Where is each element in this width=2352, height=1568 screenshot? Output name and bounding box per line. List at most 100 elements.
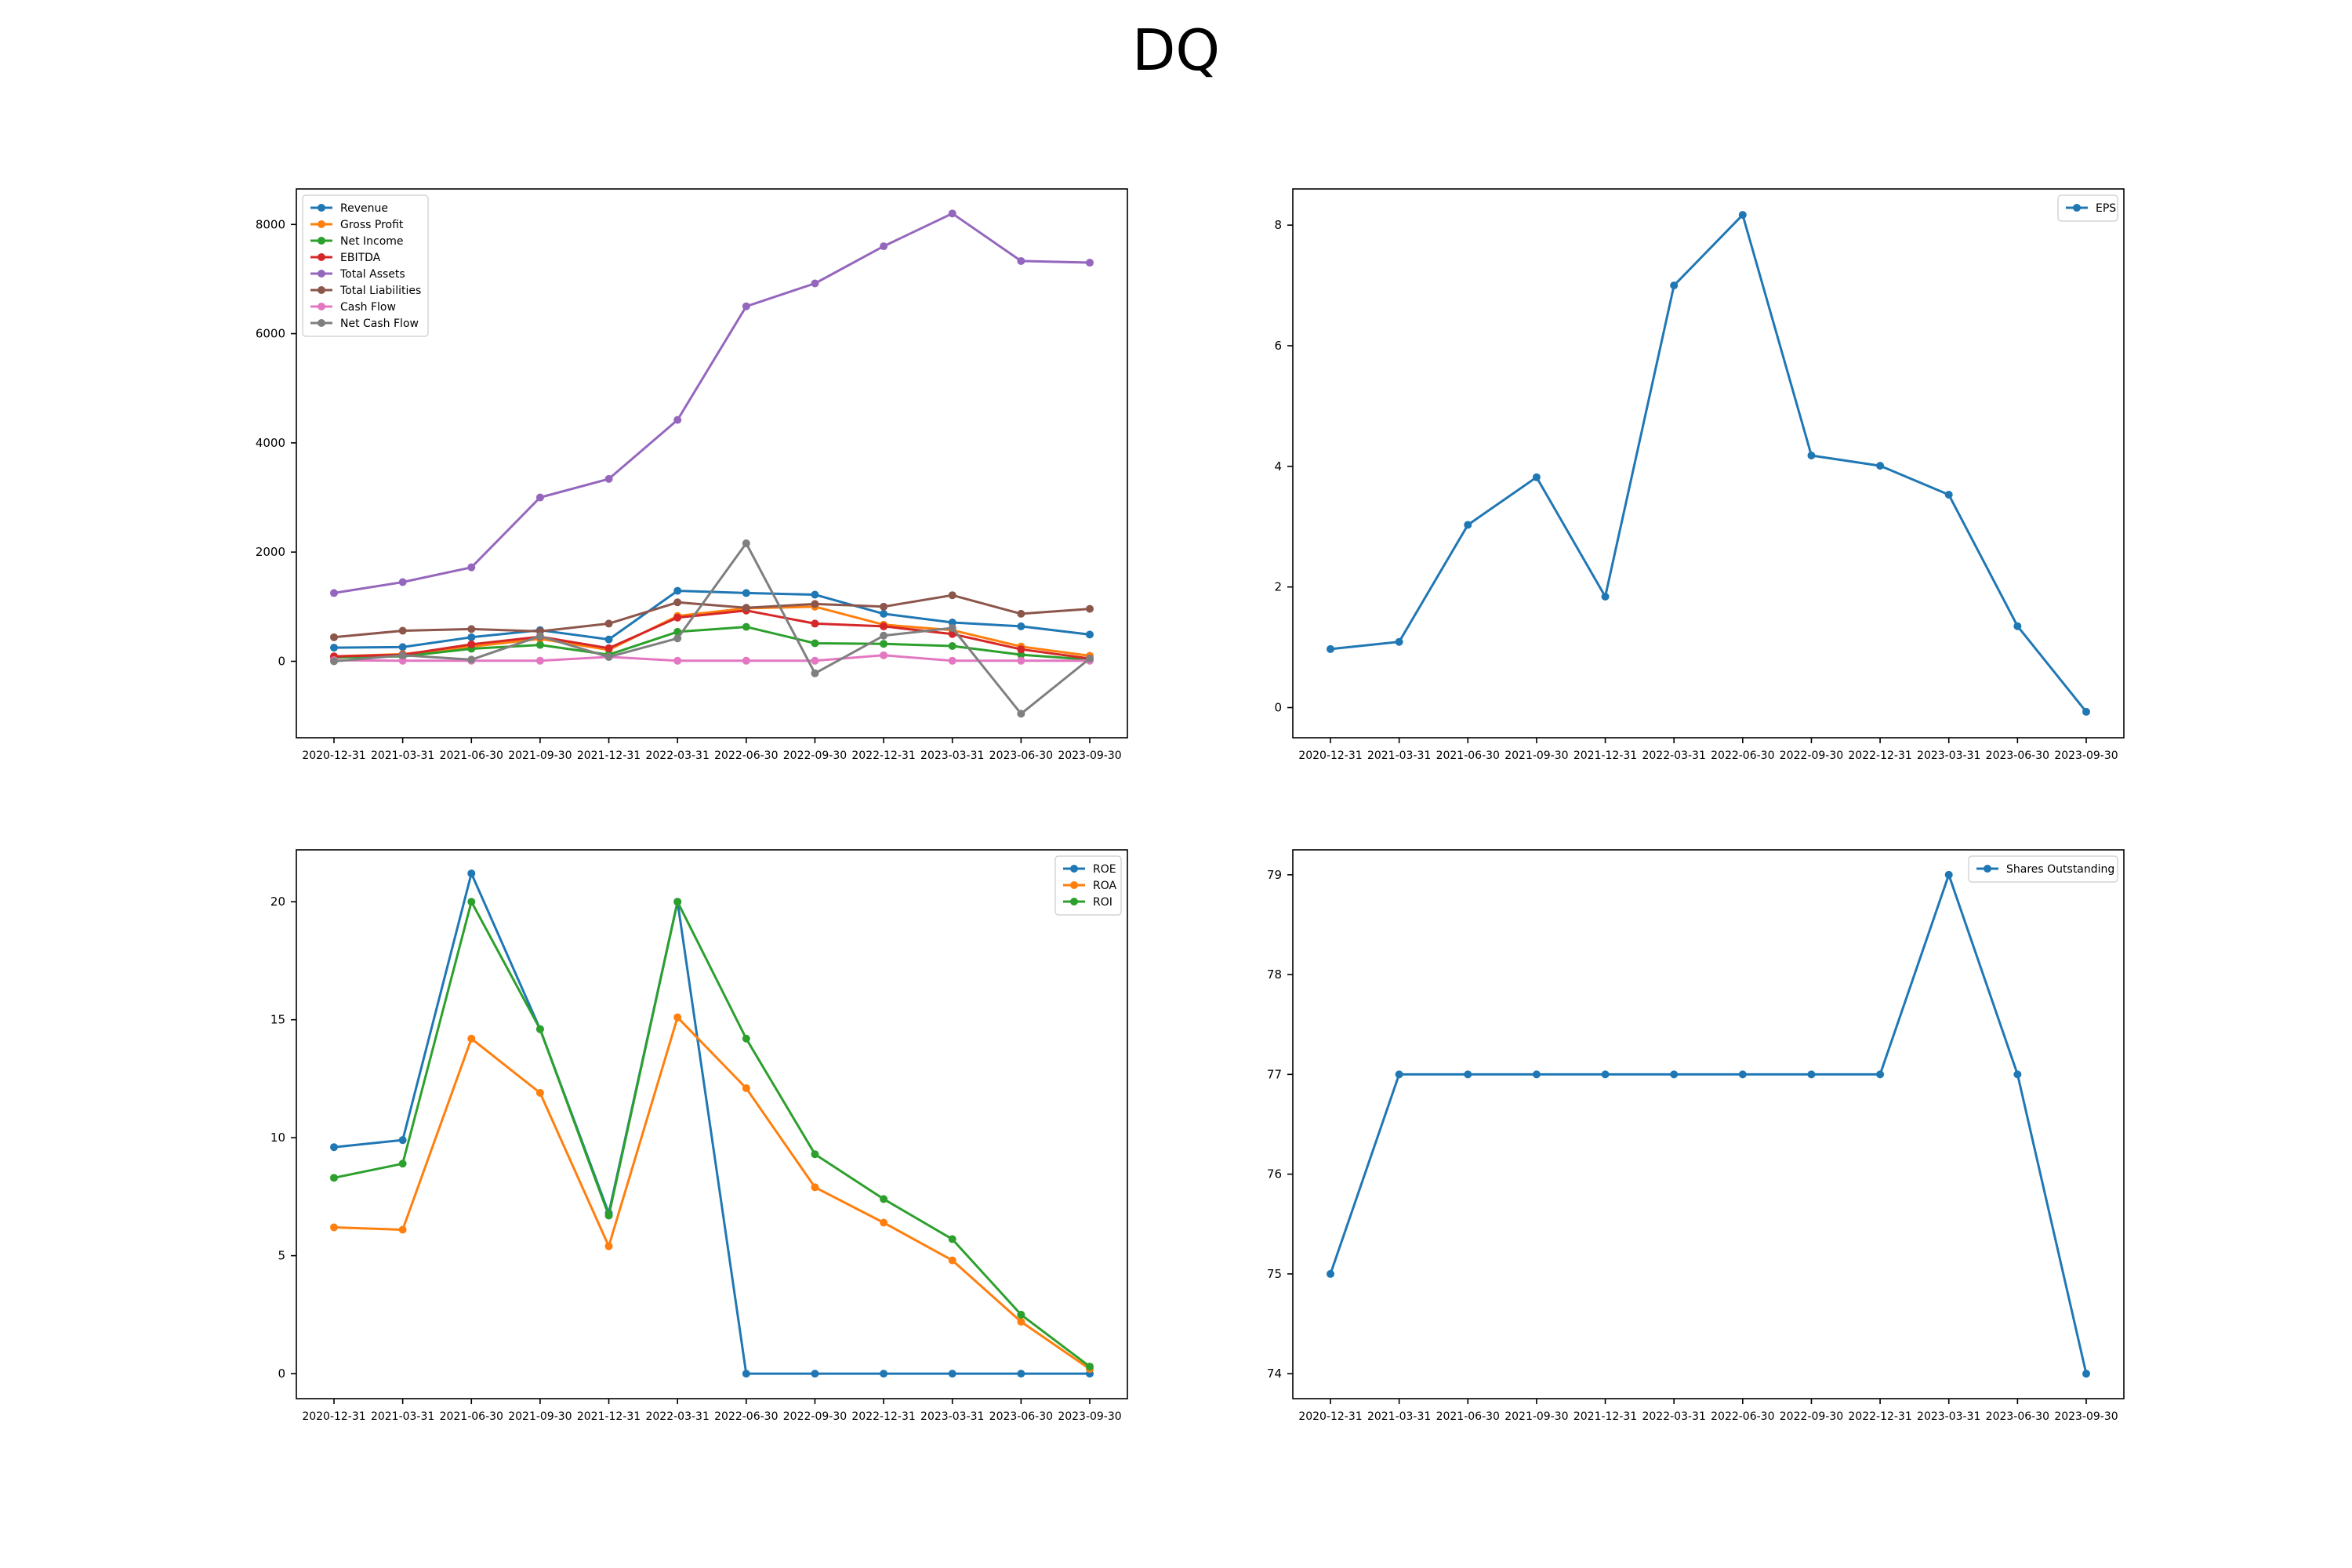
data-point xyxy=(880,1195,888,1203)
x-tick-label: 2021-03-31 xyxy=(1367,750,1431,762)
data-point xyxy=(811,619,819,628)
x-tick-label: 2022-03-31 xyxy=(645,750,709,762)
x-tick-label: 2023-09-30 xyxy=(2054,750,2118,762)
data-point xyxy=(467,898,476,906)
data-point xyxy=(742,1370,750,1378)
data-point xyxy=(1327,1269,1334,1278)
legend: Shares Outstanding xyxy=(1968,855,2118,883)
axes-frame xyxy=(1292,849,2125,1399)
data-point xyxy=(604,652,613,661)
data-point xyxy=(535,493,544,502)
data-point xyxy=(398,651,407,659)
data-point xyxy=(1601,593,1610,601)
y-tick-label: 15 xyxy=(270,1013,285,1027)
data-point xyxy=(1017,645,1025,654)
y-tick-label: 10 xyxy=(270,1131,285,1145)
plot-area xyxy=(1293,189,2124,738)
data-point xyxy=(1944,491,1953,499)
legend-marker xyxy=(1984,865,1991,873)
data-point xyxy=(948,624,956,632)
data-point xyxy=(467,633,476,641)
x-tick-label: 2020-12-31 xyxy=(302,750,365,762)
data-point xyxy=(673,613,682,622)
data-point xyxy=(1876,1070,1885,1079)
data-point xyxy=(2013,622,2022,630)
data-point xyxy=(1086,604,1094,613)
data-point xyxy=(673,598,682,607)
data-point xyxy=(1017,622,1025,630)
legend-box xyxy=(302,194,429,337)
data-point xyxy=(811,1150,819,1159)
series-line xyxy=(333,1016,1091,1370)
legend-label: EBITDA xyxy=(340,252,381,264)
y-tick-label: 74 xyxy=(1267,1367,1282,1381)
x-tick-label: 2023-03-31 xyxy=(1917,1410,1980,1423)
series-line xyxy=(333,872,1090,1375)
data-point xyxy=(467,655,476,664)
data-point xyxy=(1086,655,1094,663)
data-point xyxy=(880,631,888,640)
data-point xyxy=(742,302,750,310)
y-tick-label: 20 xyxy=(270,895,285,909)
data-point xyxy=(948,209,956,218)
x-tick-label: 2022-06-30 xyxy=(1711,1410,1774,1423)
eps-chart: 0 2 4 6 8 2020-12-31 2021-03-31 2021-06-30 2021-… xyxy=(1274,188,2125,762)
data-point xyxy=(467,869,476,878)
data-point xyxy=(948,1370,956,1378)
data-point xyxy=(604,644,613,652)
data-point xyxy=(880,1218,888,1227)
legend-box xyxy=(1968,855,2118,883)
legend-marker xyxy=(2073,204,2081,212)
x-tick-label: 2022-06-30 xyxy=(714,1410,778,1423)
data-point xyxy=(880,651,888,659)
data-point xyxy=(330,1143,338,1152)
x-tick-label: 2022-12-31 xyxy=(851,750,915,762)
data-point xyxy=(2013,1070,2022,1079)
data-point xyxy=(1017,710,1025,718)
data-point xyxy=(1532,473,1541,481)
data-point xyxy=(467,640,476,648)
figure-title: DQ xyxy=(1131,17,1221,83)
legend-label: Gross Profit xyxy=(340,219,404,231)
y-tick-label: 2000 xyxy=(256,545,285,559)
legend-label: EPS xyxy=(2096,202,2116,215)
data-point xyxy=(535,1025,544,1033)
data-point xyxy=(1017,256,1025,265)
x-tick-label: 2022-03-31 xyxy=(645,1410,709,1423)
data-point xyxy=(330,1223,338,1232)
data-point xyxy=(330,1174,338,1182)
legend-marker xyxy=(1070,865,1078,873)
data-point xyxy=(1086,630,1094,639)
data-point xyxy=(1395,637,1403,646)
data-point xyxy=(742,622,750,631)
data-point xyxy=(398,578,407,586)
x-tick-label: 2022-12-31 xyxy=(851,1410,915,1423)
data-point xyxy=(1017,656,1025,665)
data-point xyxy=(880,640,888,648)
x-tick-label: 2022-09-30 xyxy=(783,750,847,762)
data-point xyxy=(742,1083,750,1092)
legend-label: Net Income xyxy=(340,235,404,248)
data-point xyxy=(811,590,819,599)
legend-marker xyxy=(318,253,325,261)
data-point xyxy=(880,602,888,611)
series-line xyxy=(1329,873,2088,1374)
x-tick-label: 2023-06-30 xyxy=(1986,1410,2049,1423)
data-point xyxy=(673,416,682,424)
data-point xyxy=(673,586,682,595)
data-point xyxy=(1327,644,1334,653)
x-tick-label: 2022-06-30 xyxy=(1711,750,1774,762)
data-point xyxy=(604,474,613,483)
axes-frame xyxy=(1292,188,2125,739)
plot-area xyxy=(296,850,1127,1399)
data-point xyxy=(1017,1310,1025,1319)
legend-label: Revenue xyxy=(340,202,388,215)
data-point xyxy=(535,1088,544,1097)
data-point xyxy=(1464,1070,1472,1079)
x-tick-label: 2023-03-31 xyxy=(920,750,984,762)
data-point xyxy=(1086,259,1094,267)
series-line xyxy=(333,542,1091,715)
data-point xyxy=(811,1370,819,1378)
x-tick-label: 2022-09-30 xyxy=(1780,750,1843,762)
legend-label: ROE xyxy=(1093,863,1116,876)
